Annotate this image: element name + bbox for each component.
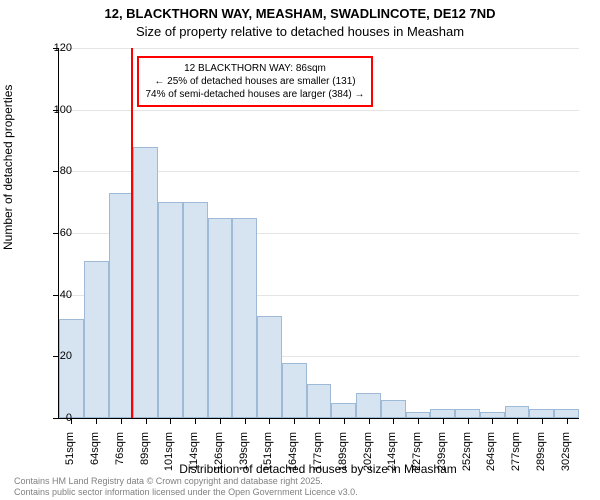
y-tick-label: 20 <box>32 350 72 362</box>
histogram-bar <box>133 147 158 418</box>
x-tick-label: 302sqm <box>560 432 572 482</box>
x-tick-label: 76sqm <box>114 432 126 482</box>
x-tick <box>121 418 122 424</box>
histogram-bar <box>381 400 406 419</box>
y-tick-label: 60 <box>32 227 72 239</box>
x-tick-label: 101sqm <box>163 432 175 482</box>
x-tick <box>269 418 270 424</box>
x-tick-label: 139sqm <box>238 432 250 482</box>
reference-marker-line <box>131 48 133 418</box>
callout-line-3: 74% of semi-detached houses are larger (… <box>145 88 364 101</box>
histogram-bar <box>505 406 530 418</box>
callout-line-1: 12 BLACKTHORN WAY: 86sqm <box>145 62 364 75</box>
histogram-bar <box>554 409 579 418</box>
x-tick <box>443 418 444 424</box>
gridline <box>59 48 579 49</box>
histogram-bar <box>307 384 332 418</box>
y-tick-label: 100 <box>32 104 72 116</box>
histogram-bar <box>529 409 554 418</box>
x-tick <box>418 418 419 424</box>
callout-box: 12 BLACKTHORN WAY: 86sqm← 25% of detache… <box>137 56 372 107</box>
x-tick <box>393 418 394 424</box>
x-tick <box>542 418 543 424</box>
x-tick-label: 177sqm <box>312 432 324 482</box>
x-tick-label: 126sqm <box>213 432 225 482</box>
x-tick <box>294 418 295 424</box>
x-tick <box>170 418 171 424</box>
x-tick-label: 114sqm <box>188 432 200 482</box>
x-tick <box>468 418 469 424</box>
x-tick-label: 289sqm <box>535 432 547 482</box>
histogram-bar <box>430 409 455 418</box>
histogram-bar <box>455 409 480 418</box>
x-tick-label: 264sqm <box>485 432 497 482</box>
histogram-bar <box>84 261 109 418</box>
histogram-bar <box>232 218 257 418</box>
plot-area: 12 BLACKTHORN WAY: 86sqm← 25% of detache… <box>58 48 579 419</box>
x-tick-label: 164sqm <box>287 432 299 482</box>
histogram-bar <box>208 218 233 418</box>
x-tick <box>517 418 518 424</box>
footer-line-2: Contains public sector information licen… <box>14 487 358 498</box>
y-axis-title-text: Number of detached properties <box>1 85 15 250</box>
x-tick <box>146 418 147 424</box>
histogram-bar <box>282 363 307 419</box>
x-tick <box>492 418 493 424</box>
y-axis-title: Number of detached properties <box>1 85 15 250</box>
x-tick-label: 252sqm <box>461 432 473 482</box>
y-tick-label: 40 <box>32 289 72 301</box>
histogram-bar <box>109 193 134 418</box>
x-tick-label: 202sqm <box>362 432 374 482</box>
x-tick <box>96 418 97 424</box>
x-tick-label: 151sqm <box>262 432 274 482</box>
histogram-bar <box>331 403 356 418</box>
gridline <box>59 110 579 111</box>
x-tick-label: 239sqm <box>436 432 448 482</box>
x-tick-label: 89sqm <box>139 432 151 482</box>
x-tick-label: 227sqm <box>411 432 423 482</box>
x-tick <box>195 418 196 424</box>
y-tick-label: 0 <box>32 412 72 424</box>
histogram-bar <box>158 202 183 418</box>
x-tick <box>344 418 345 424</box>
x-tick-label: 214sqm <box>386 432 398 482</box>
x-tick <box>567 418 568 424</box>
chart-container: 12, BLACKTHORN WAY, MEASHAM, SWADLINCOTE… <box>0 0 600 500</box>
chart-subtitle: Size of property relative to detached ho… <box>0 24 600 39</box>
chart-title: 12, BLACKTHORN WAY, MEASHAM, SWADLINCOTE… <box>0 6 600 21</box>
x-tick <box>245 418 246 424</box>
x-tick-label: 51sqm <box>64 432 76 482</box>
x-tick-label: 64sqm <box>89 432 101 482</box>
histogram-bar <box>59 319 84 418</box>
histogram-bar <box>356 393 381 418</box>
y-tick-label: 80 <box>32 165 72 177</box>
x-tick <box>319 418 320 424</box>
y-tick-label: 120 <box>32 42 72 54</box>
x-tick-label: 189sqm <box>337 432 349 482</box>
x-tick <box>220 418 221 424</box>
x-tick <box>369 418 370 424</box>
callout-line-2: ← 25% of detached houses are smaller (13… <box>145 75 364 88</box>
histogram-bar <box>183 202 208 418</box>
histogram-bar <box>257 316 282 418</box>
x-tick-label: 277sqm <box>510 432 522 482</box>
